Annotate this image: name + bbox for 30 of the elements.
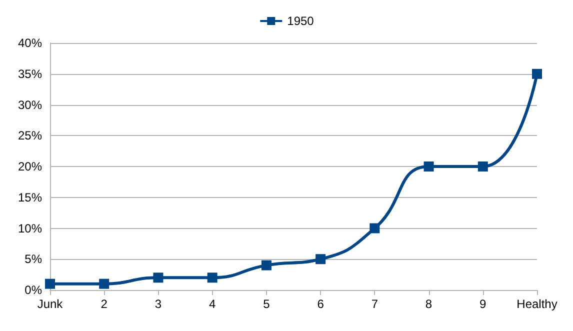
point (45, 278, 55, 289)
point (153, 272, 164, 283)
point (261, 260, 272, 270)
y-tick-label: 30% (18, 98, 42, 112)
x-tick-label: Healthy (516, 297, 558, 311)
y-tick-label: 5% (24, 252, 42, 266)
point (370, 223, 380, 234)
x-tick-label: 2 (100, 297, 108, 311)
x-tick-label: 3 (154, 297, 162, 311)
y-tick-label: 40% (18, 36, 42, 50)
point (207, 272, 218, 283)
x-tick-label: 4 (208, 297, 216, 311)
y-tick-label: 20% (18, 160, 42, 174)
y-tick-label: 0% (24, 283, 42, 297)
point (424, 162, 434, 172)
point (99, 278, 110, 289)
x-tick-label: 8 (425, 297, 432, 311)
y-tick-label: 35% (18, 66, 42, 81)
legend-label: 1950 (287, 14, 314, 28)
x-tick-label: 7 (371, 297, 378, 311)
point (478, 162, 488, 172)
y-tick-label: 10% (18, 221, 42, 236)
y-tick-label: 25% (18, 128, 42, 143)
point (532, 68, 542, 79)
x-tick-label: 6 (317, 297, 324, 311)
point (316, 254, 326, 264)
x-tick-label: Junk (37, 297, 64, 311)
x-tick-label: 5 (263, 297, 270, 311)
x-tick-label: 9 (480, 297, 487, 311)
y-tick-label: 15% (18, 190, 42, 204)
